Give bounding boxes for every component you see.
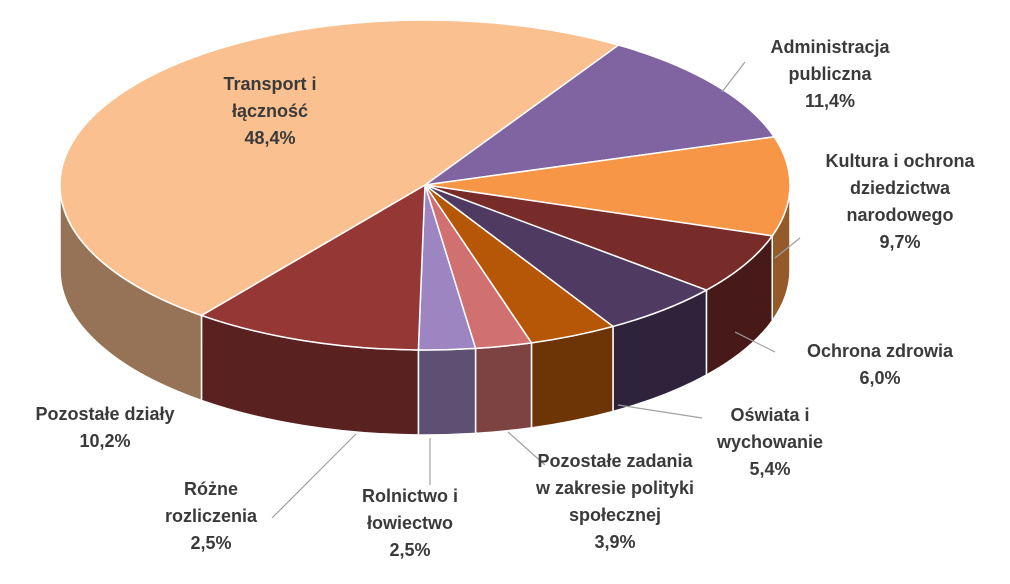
category-label: Różne rozliczenia: [164, 479, 258, 526]
value-label: 2,5%: [190, 533, 232, 553]
slice: [424, 44, 776, 186]
leader-line: [617, 404, 703, 419]
slice-label: Administracja publiczna 11,4%: [750, 34, 910, 115]
slice-label: Ochrona zdrowia 6,0%: [780, 338, 980, 392]
leader-line: [721, 61, 746, 93]
slice-label: Kultura i ochrona dziedzictwa narodowego…: [800, 148, 1000, 256]
category-label: Administracja publiczna: [770, 37, 890, 84]
slice-label: Pozostałe zadania w zakresie polityki sp…: [530, 448, 700, 556]
category-label: Rolnictwo i łowiectwo: [362, 486, 458, 533]
value-label: 9,7%: [879, 232, 921, 252]
category-label: Oświata i wychowanie: [716, 405, 824, 452]
slice-label: Pozostałe działy 10,2%: [5, 401, 205, 455]
category-label: Ochrona zdrowia: [806, 341, 954, 361]
value-label: 5,4%: [749, 459, 791, 479]
value-label: 10,2%: [79, 431, 131, 451]
slice: [199, 183, 426, 351]
value-label: 6,0%: [859, 368, 901, 388]
value-label: 48,4%: [244, 128, 296, 148]
slice: [59, 19, 621, 317]
slice-label: Różne rozliczenia 2,5%: [155, 476, 267, 557]
slice-label: Transport i łączność 48,4%: [200, 71, 340, 152]
value-label: 11,4%: [804, 91, 856, 111]
category-label: Pozostałe zadania w zakresie polityki sp…: [535, 451, 695, 525]
slice: [424, 136, 791, 237]
category-label: Transport i łączność: [223, 74, 317, 121]
slice-label: Rolnictwo i łowiectwo 2,5%: [340, 483, 480, 564]
slice: [424, 184, 774, 291]
value-label: 3,9%: [594, 532, 636, 552]
value-label: 2,5%: [389, 540, 431, 560]
leader-line: [774, 237, 801, 259]
category-label: Kultura i ochrona dziedzictwa narodowego: [825, 151, 975, 225]
slice-side: [474, 341, 533, 435]
leader-line: [507, 431, 546, 466]
slice-label: Oświata i wychowanie 5,4%: [700, 402, 840, 483]
category-label: Pozostałe działy: [35, 404, 175, 424]
leader-line: [271, 433, 357, 519]
slice-side: [417, 347, 477, 436]
leader-line: [734, 331, 776, 353]
